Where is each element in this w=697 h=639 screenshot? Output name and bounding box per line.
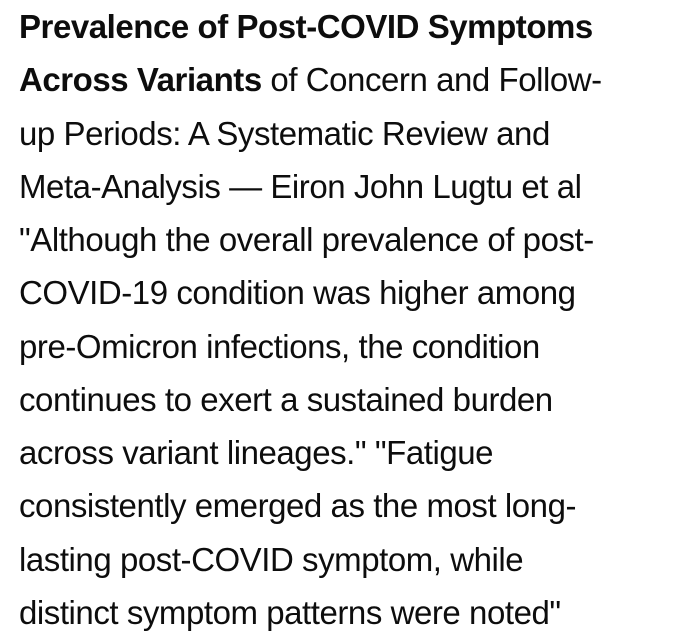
text-line: Across Variants of Concern and Follow-: [19, 53, 689, 106]
text-line: distinct symptom patterns were noted": [19, 586, 689, 639]
body-text-segment: pre-Omicron infections, the condition: [19, 327, 540, 365]
text-line: Prevalence of Post-COVID Symptoms: [19, 0, 689, 53]
body-text-segment: of Concern and Follow-: [261, 61, 602, 99]
body-text-segment: consistently emerged as the most long-: [19, 487, 577, 525]
body-text-segment: COVID-19 condition was higher among: [19, 274, 576, 312]
body-text-segment: Meta-Analysis — Eiron John Lugtu et al: [19, 167, 582, 205]
text-line: pre-Omicron infections, the condition: [19, 320, 689, 373]
text-line: across variant lineages." "Fatigue: [19, 426, 689, 479]
body-text-segment: distinct symptom patterns were noted": [19, 593, 561, 631]
body-text-segment: across variant lineages." "Fatigue: [19, 434, 494, 471]
text-line: consistently emerged as the most long-: [19, 479, 689, 532]
title-bold-segment: Across Variants: [19, 61, 262, 99]
text-line: "Although the overall prevalence of post…: [19, 213, 689, 266]
text-line: lasting post-COVID symptom, while: [19, 533, 689, 586]
body-text-segment: continues to exert a sustained burden: [19, 380, 553, 418]
body-text-segment: lasting post-COVID symptom, while: [19, 540, 524, 578]
body-text-segment: up Periods: A Systematic Review and: [19, 114, 550, 152]
text-line: continues to exert a sustained burden: [19, 373, 689, 426]
text-line: COVID-19 condition was higher among: [19, 266, 689, 319]
title-bold-segment: Prevalence of Post-COVID Symptoms: [19, 8, 593, 45]
body-text-segment: "Although the overall prevalence of post…: [19, 221, 594, 258]
text-line: up Periods: A Systematic Review and: [19, 107, 689, 160]
text-line: Meta-Analysis — Eiron John Lugtu et al: [19, 160, 689, 213]
